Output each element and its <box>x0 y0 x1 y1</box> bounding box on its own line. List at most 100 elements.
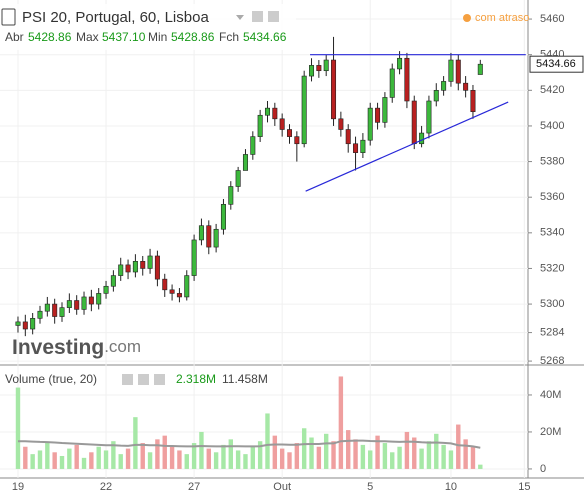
volume-bar <box>74 444 79 469</box>
candle-body <box>397 57 403 70</box>
volume-bar <box>360 444 366 469</box>
candle-body <box>345 129 351 145</box>
volume-bar <box>243 454 248 469</box>
candle-body <box>147 255 153 269</box>
y-tick-label: 5380 <box>540 155 564 167</box>
candle-body <box>411 100 417 145</box>
volume-bar <box>52 452 57 469</box>
y-tick-label: 5300 <box>540 298 564 310</box>
volume-bar <box>228 439 233 469</box>
candle-body <box>367 107 373 141</box>
open-label: Abr <box>5 30 24 44</box>
volume-tick-label: 20M <box>540 426 561 438</box>
low-label: Min <box>148 30 167 44</box>
candle-body <box>220 204 226 230</box>
visibility-icon[interactable] <box>252 11 263 22</box>
volume-bar <box>103 450 109 469</box>
volume-bar <box>331 441 336 469</box>
candle-body <box>96 293 102 305</box>
volume-tick-label: 0 <box>540 463 546 475</box>
volume-bar <box>59 455 65 469</box>
candle-body <box>404 57 410 102</box>
volume-visibility-icon[interactable] <box>122 374 133 385</box>
volume-tick-label: 40M <box>540 389 561 401</box>
volume-bar <box>382 443 388 469</box>
volume-bar <box>140 443 145 469</box>
candle-body <box>176 293 182 298</box>
candle-body <box>470 90 476 112</box>
candle-body <box>118 264 124 276</box>
volume-bar <box>96 446 101 469</box>
title: PSI 20, Portugal, 60, Lisboa <box>22 9 209 26</box>
candle-body <box>441 81 447 91</box>
y-tick-label: 5360 <box>540 191 564 203</box>
volume-bar <box>155 439 160 469</box>
candle-body <box>52 303 58 317</box>
candle-body <box>59 307 65 317</box>
y-tick-label: 5400 <box>540 120 564 132</box>
volume-bar <box>45 443 50 469</box>
volume-bar <box>118 454 123 469</box>
candle-body <box>88 296 94 305</box>
volume-bar <box>15 387 21 469</box>
price-tag: 5434.66 <box>536 58 576 70</box>
dropdown-icon[interactable] <box>236 15 244 20</box>
candle-body <box>74 300 80 310</box>
volume-bar <box>419 448 424 469</box>
volume-bar <box>434 433 439 469</box>
volume-bar <box>390 452 395 469</box>
volume-bar <box>338 376 344 469</box>
candle-body <box>235 170 241 187</box>
volume-bar <box>37 450 43 469</box>
volume-bar <box>279 448 285 469</box>
y-tick-label: 5284 <box>540 326 564 338</box>
x-tick-label: 5 <box>367 481 373 493</box>
candle-body <box>37 310 43 319</box>
candle-body <box>44 303 50 312</box>
x-tick-label: 27 <box>188 481 200 493</box>
legend-bg <box>0 4 296 50</box>
volume-bar <box>191 443 197 469</box>
volume-bar <box>162 435 167 469</box>
candle-body <box>250 136 256 155</box>
candle-body <box>110 275 116 287</box>
candle-body <box>30 318 36 330</box>
logo-suffix: .com <box>104 337 141 356</box>
volume-bar <box>448 450 454 469</box>
x-tick-label: 22 <box>100 481 112 493</box>
open-value: 5428.86 <box>28 30 72 44</box>
volume-bar <box>81 457 87 469</box>
candle-body <box>154 255 160 280</box>
candle-body <box>301 75 307 145</box>
y-tick-label: 5320 <box>540 262 564 274</box>
candle-body <box>309 65 315 77</box>
candle-body <box>375 107 381 123</box>
candle-body <box>140 261 146 269</box>
candle-body <box>448 59 454 82</box>
volume-bar <box>67 448 72 469</box>
candle-body <box>228 186 234 205</box>
candle-body <box>426 100 432 134</box>
volume-bar <box>213 452 219 469</box>
candle-body <box>338 118 344 130</box>
volume-bar <box>30 454 35 469</box>
volume-bar <box>397 446 402 469</box>
candle-body <box>279 118 285 130</box>
candle-body <box>389 68 395 98</box>
candle-body <box>162 278 168 291</box>
volume-settings-icon[interactable] <box>138 374 149 385</box>
logo-name: Investing <box>12 336 104 359</box>
candle-body <box>184 275 190 298</box>
x-tick-label: Out <box>273 481 291 493</box>
candle-body <box>257 114 263 137</box>
settings-icon[interactable] <box>268 11 279 22</box>
volume-bar <box>221 444 226 469</box>
volume-bar <box>133 417 138 469</box>
volume-bar <box>125 448 131 469</box>
candle-body <box>15 321 21 326</box>
volume-close-icon[interactable] <box>154 374 165 385</box>
volume-last: 2.318M <box>176 372 216 386</box>
candle-body <box>360 139 366 153</box>
collapse-icon[interactable] <box>1 8 16 26</box>
